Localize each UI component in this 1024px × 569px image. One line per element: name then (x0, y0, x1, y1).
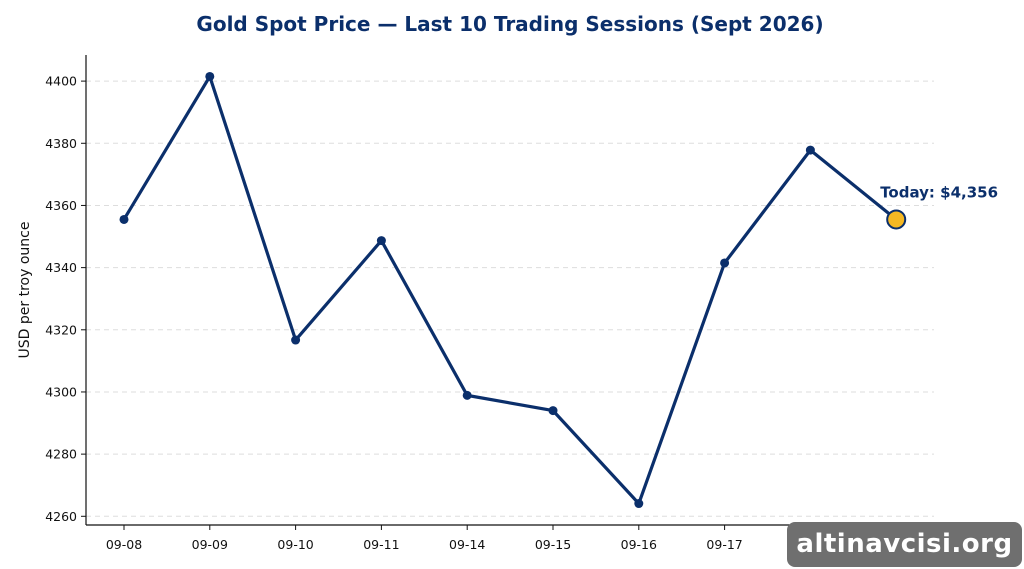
today-annotation: Today: $4,356 (880, 183, 998, 230)
price-line (122, 74, 898, 506)
chart-title: Gold Spot Price — Last 10 Trading Sessio… (196, 12, 823, 36)
data-point-09-17 (720, 258, 730, 268)
today-data-point (886, 209, 907, 230)
y-tick-label-4300: 4300 (45, 384, 77, 399)
data-point-09-08 (119, 214, 129, 224)
y-tick-label-4360: 4360 (45, 198, 77, 213)
x-tick-label-09-10: 09-10 (277, 537, 313, 552)
today-annotation-label: Today: $4,356 (880, 183, 998, 201)
data-point-09-18 (805, 145, 815, 155)
y-axis-label: USD per troy ounce (17, 222, 33, 359)
data-point-09-10 (291, 335, 301, 345)
x-tick-label-09-17: 09-17 (706, 537, 742, 552)
y-tick-label-4320: 4320 (45, 322, 77, 337)
price-series (119, 71, 898, 509)
x-tick-label-09-11: 09-11 (363, 537, 399, 552)
x-tick-label-09-14: 09-14 (449, 537, 485, 552)
grid-lines (86, 80, 934, 517)
data-point-09-14 (462, 390, 472, 400)
data-point-09-09 (205, 71, 215, 81)
x-tick-label-09-08: 09-08 (106, 537, 142, 552)
y-tick-label-4280: 4280 (45, 447, 77, 462)
data-point-09-11 (376, 236, 386, 246)
y-tick-label-4340: 4340 (45, 260, 77, 275)
x-tick-label-09-15: 09-15 (535, 537, 571, 552)
y-tick-label-4380: 4380 (45, 136, 77, 151)
y-tick-label-4400: 4400 (45, 74, 77, 89)
data-point-09-15 (548, 406, 558, 416)
x-tick-label-09-09: 09-09 (192, 537, 228, 552)
y-tick-label-4260: 4260 (45, 509, 77, 524)
y-axis-ticks: 4260 4280 4300 4320 4340 4360 4380 4400 (45, 74, 86, 524)
data-point-09-16 (634, 499, 644, 509)
watermark-badge: altinavcisi.org (787, 522, 1022, 567)
x-tick-label-09-16: 09-16 (621, 537, 657, 552)
